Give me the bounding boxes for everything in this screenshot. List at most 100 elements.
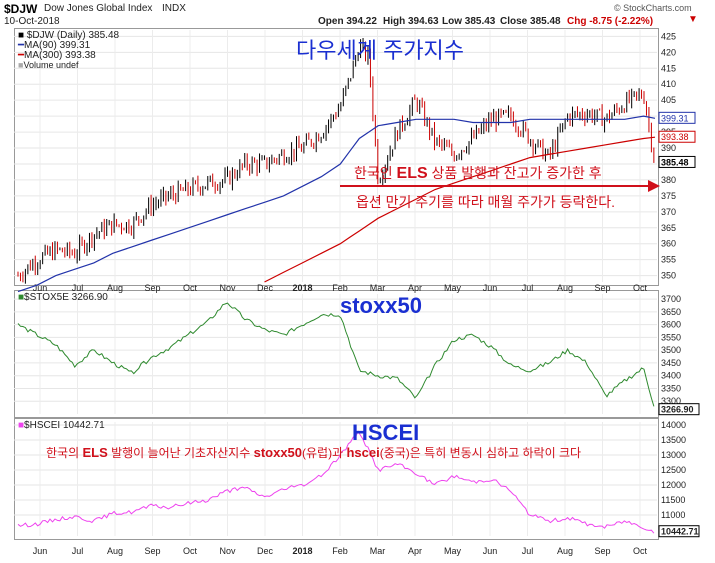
- hscei-line: [17, 430, 655, 534]
- x-tick-label: Mar: [370, 283, 386, 293]
- annotation-els: ELS: [396, 165, 428, 182]
- y-tick-label: 425: [661, 31, 676, 41]
- stoxx-line: [17, 302, 655, 407]
- x-tick-label: 2018: [292, 546, 312, 556]
- bottom-annotation-hscei: hscei: [346, 445, 380, 460]
- bottom-annotation-d: (중국)은 특히 변동시 심하고 하락이 크다: [379, 446, 582, 460]
- x-tick-label: Jul: [72, 283, 84, 293]
- bottom-annotation-a: 한국의: [46, 446, 83, 460]
- x-tick-label: Sep: [144, 283, 160, 293]
- bottom-annotation-els: ELS: [82, 445, 108, 460]
- y-tick-label: 3700: [661, 294, 681, 304]
- legend-ma300: ━MA(300) 393.38: [18, 50, 96, 61]
- legend-price: ■ $DJW (Daily) 385.48: [18, 30, 120, 41]
- y-tick-label: 420: [661, 47, 676, 57]
- x-tick-label: Feb: [332, 283, 348, 293]
- annotation-line1-a: 한국인: [354, 165, 397, 181]
- ma90-line: [17, 115, 656, 293]
- y-tick-label: 14000: [661, 420, 686, 430]
- y-tick-label: 350: [661, 271, 676, 281]
- stoxx-badge: [658, 403, 700, 416]
- x-tick-label: Aug: [557, 283, 573, 293]
- x-tick-label: Aug: [107, 283, 123, 293]
- x-tick-label: Dec: [257, 283, 274, 293]
- x-tick-label: Jul: [522, 283, 534, 293]
- price-badge-label: 385.48: [661, 157, 689, 167]
- x-tick-label: Jun: [483, 546, 498, 556]
- x-tick-label: 2018: [292, 283, 312, 293]
- date: 10-Oct-2018: [4, 16, 60, 27]
- x-tick-label: Sep: [594, 546, 610, 556]
- down-arrow-icon: ▼: [688, 14, 698, 25]
- y-tick-label: 12000: [661, 480, 686, 490]
- y-tick-label: 365: [661, 223, 676, 233]
- x-tick-label: Dec: [257, 546, 274, 556]
- arrow-head-icon: [648, 180, 660, 192]
- annotation-line1: 한국인 ELS 상품 발행과 잔고가 증가한 후: [354, 163, 602, 183]
- y-tick-label: 3350: [661, 383, 681, 393]
- price-badge-label: 399.31: [661, 113, 689, 123]
- y-tick-label: 11500: [661, 495, 685, 505]
- x-tick-label: Apr: [408, 546, 422, 556]
- y-tick-label: 13500: [661, 435, 686, 445]
- hscei-panel: [14, 418, 659, 540]
- legend-stoxx: ■$STOX5E 3266.90: [18, 292, 108, 303]
- hscei-label: HSCEI: [352, 420, 420, 445]
- y-tick-label: 3650: [661, 307, 681, 317]
- y-tick-label: 410: [661, 79, 676, 89]
- x-tick-label: Aug: [107, 546, 123, 556]
- y-tick-label: 355: [661, 255, 676, 265]
- stoxx-label: stoxx50: [340, 293, 422, 318]
- legend-volume: ■Volume undef: [18, 60, 79, 70]
- x-tick-label: Nov: [219, 546, 236, 556]
- price-badge: [658, 130, 696, 143]
- legend-hscei-label: $HSCEI 10442.71: [24, 420, 105, 431]
- stoxx-badge-label: 3266.90: [661, 405, 694, 415]
- index-name: Dow Jones Global Index: [44, 3, 153, 14]
- bottom-annotation: 한국의 ELS 발행이 늘어난 기초자산지수 stoxx50(유럽)과 hsce…: [46, 444, 581, 461]
- y-tick-label: 13000: [661, 450, 686, 460]
- x-tick-label: Oct: [183, 283, 198, 293]
- legend-ma90: ━MA(90) 399.31: [18, 40, 91, 51]
- symbol: $DJW: [4, 2, 38, 16]
- price-panel: [14, 28, 659, 286]
- legend-volume-label: Volume undef: [23, 60, 79, 70]
- close: Close 385.48: [500, 16, 561, 27]
- y-tick-label: 3300: [661, 396, 681, 406]
- brand: © StockCharts.com: [614, 3, 692, 13]
- y-tick-label: 415: [661, 63, 676, 73]
- legend-ma300-label: MA(300) 393.38: [24, 50, 96, 61]
- x-tick-label: Feb: [332, 546, 348, 556]
- annotation-line1-b: 상품 발행과 잔고가 증가한 후: [427, 165, 602, 181]
- y-tick-label: 3500: [661, 345, 681, 355]
- y-tick-label: 12500: [661, 465, 686, 475]
- x-tick-label: Oct: [633, 546, 648, 556]
- x-tick-label: Nov: [219, 283, 236, 293]
- y-tick-label: 3450: [661, 358, 681, 368]
- y-tick-label: 405: [661, 95, 676, 105]
- low: Low 385.43: [442, 16, 496, 27]
- exchange: INDX: [162, 3, 186, 14]
- x-tick-label: Jun: [33, 283, 48, 293]
- x-tick-label: Oct: [633, 283, 648, 293]
- price-badge: [658, 111, 696, 124]
- y-tick-label: 370: [661, 207, 676, 217]
- y-tick-label: 380: [661, 175, 676, 185]
- hscei-badge-label: 10442.71: [661, 527, 699, 537]
- x-tick-label: Aug: [557, 546, 573, 556]
- bottom-annotation-stoxx: stoxx50: [253, 445, 303, 460]
- open: Open 394.22: [318, 16, 377, 27]
- x-tick-label: May: [444, 546, 462, 556]
- x-tick-label: Jul: [522, 546, 534, 556]
- y-tick-label: 375: [661, 191, 676, 201]
- hscei-badge: [658, 525, 700, 538]
- legend-hscei: ■$HSCEI 10442.71: [18, 420, 105, 431]
- legend-ma90-label: MA(90) 399.31: [24, 40, 91, 51]
- x-tick-label: Sep: [594, 283, 610, 293]
- y-tick-label: 3400: [661, 371, 681, 381]
- chart-title-korean: 다우세계 주가지수: [296, 38, 465, 63]
- x-tick-label: Jun: [483, 283, 498, 293]
- y-tick-label: 3550: [661, 332, 681, 342]
- x-tick-label: Mar: [370, 546, 386, 556]
